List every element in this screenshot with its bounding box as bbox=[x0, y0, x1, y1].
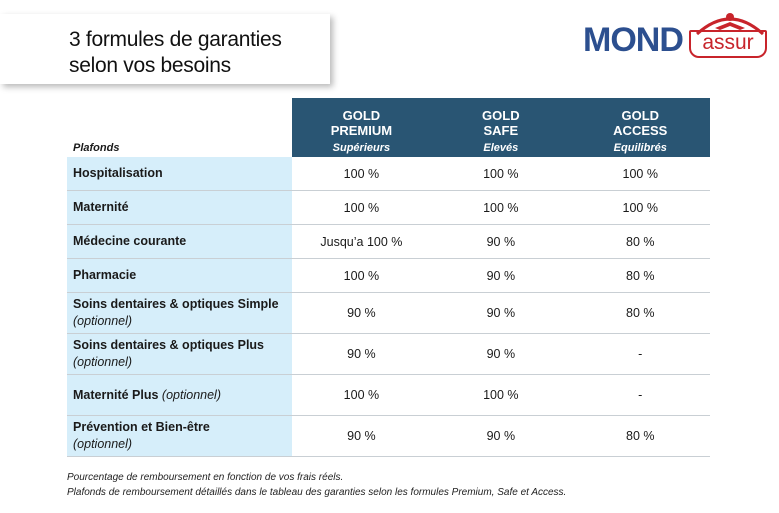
table-row: Pharmacie 100 % 90 % 80 % bbox=[67, 258, 710, 293]
cell-safe: 100 % bbox=[431, 374, 571, 416]
cell-safe: 100 % bbox=[431, 157, 571, 191]
cell-premium: 100 % bbox=[291, 258, 432, 293]
cell-access: - bbox=[570, 333, 710, 375]
table-row: Médecine courante Jusqu’a 100 % 90 % 80 … bbox=[67, 224, 710, 259]
cell-access: 80 % bbox=[570, 224, 710, 259]
cell-premium: 100 % bbox=[291, 157, 432, 191]
plafonds-label: Plafonds bbox=[67, 138, 292, 157]
row-label: Soins dentaires & optiques Simple (optio… bbox=[67, 292, 292, 334]
cell-access: 100 % bbox=[570, 190, 710, 225]
row-label: Pharmacie bbox=[67, 258, 292, 293]
header-gold-access: GOLD ACCESS bbox=[570, 98, 710, 138]
row-label: Maternité bbox=[67, 190, 292, 225]
header-row: GOLD PREMIUM GOLD SAFE GOLD ACCESS bbox=[67, 98, 710, 138]
level-safe: Elevés bbox=[431, 138, 571, 157]
cell-safe: 90 % bbox=[431, 224, 571, 259]
cell-safe: 90 % bbox=[431, 292, 571, 334]
cell-access: 80 % bbox=[570, 415, 710, 457]
row-label: Soins dentaires & optiques Plus (optionn… bbox=[67, 333, 292, 375]
row-label: Médecine courante bbox=[67, 224, 292, 259]
cell-safe: 90 % bbox=[431, 415, 571, 457]
logo-person-icon bbox=[695, 13, 765, 36]
cell-premium: 100 % bbox=[291, 374, 432, 416]
table-row: Soins dentaires & optiques Simple (optio… bbox=[67, 292, 710, 334]
cell-premium: 90 % bbox=[291, 415, 432, 457]
level-access: Equilibrés bbox=[570, 138, 710, 157]
table-row: Hospitalisation 100 % 100 % 100 % bbox=[67, 157, 710, 191]
subheader-row: Plafonds Supérieurs Elevés Equilibrés bbox=[67, 138, 710, 157]
header-gold-premium: GOLD PREMIUM bbox=[291, 98, 432, 138]
cell-premium: 100 % bbox=[291, 190, 432, 225]
title-line-2: selon vos besoins bbox=[69, 54, 231, 77]
table-row: Soins dentaires & optiques Plus (optionn… bbox=[67, 333, 710, 375]
row-label: Maternité Plus (optionnel) bbox=[67, 374, 292, 416]
cell-safe: 100 % bbox=[431, 190, 571, 225]
header-blank bbox=[67, 98, 292, 138]
logo-text-assur: assur bbox=[689, 30, 767, 58]
row-label: Hospitalisation bbox=[67, 157, 292, 191]
footnote: Plafonds de remboursement détaillés dans… bbox=[67, 487, 567, 498]
cell-premium: 90 % bbox=[291, 333, 432, 375]
table-row: Maternité 100 % 100 % 100 % bbox=[67, 190, 710, 225]
page-title: 3 formules de garanties selon vos besoin… bbox=[69, 27, 282, 79]
logo-text-mond: MOND bbox=[583, 21, 684, 59]
cell-premium: 90 % bbox=[291, 292, 432, 334]
guarantees-table: GOLD PREMIUM GOLD SAFE GOLD ACCESS Plafonds… bbox=[67, 98, 710, 457]
footnotes: Pourcentage de remboursement en fonction… bbox=[67, 470, 566, 500]
cell-access: 100 % bbox=[570, 157, 710, 191]
cell-premium: Jusqu’a 100 % bbox=[291, 224, 432, 259]
title-line-1: 3 formules de garanties bbox=[69, 28, 282, 51]
cell-safe: 90 % bbox=[431, 333, 571, 375]
cell-safe: 90 % bbox=[431, 258, 571, 293]
cell-access: 80 % bbox=[570, 292, 710, 334]
row-label: Prévention et Bien-être (optionnel) bbox=[67, 415, 292, 457]
cell-access: - bbox=[570, 374, 710, 416]
level-premium: Supérieurs bbox=[291, 138, 432, 157]
cell-access: 80 % bbox=[570, 258, 710, 293]
table-row: Prévention et Bien-être (optionnel) 90 % … bbox=[67, 415, 710, 457]
table-row: Maternité Plus (optionnel) 100 % 100 % - bbox=[67, 374, 710, 416]
header-gold-safe: GOLD SAFE bbox=[431, 98, 571, 138]
title-box: 3 formules de garanties selon vos besoin… bbox=[0, 14, 330, 84]
footnote: Pourcentage de remboursement en fonction… bbox=[67, 472, 344, 483]
mondassur-logo: MOND assur bbox=[583, 6, 769, 59]
